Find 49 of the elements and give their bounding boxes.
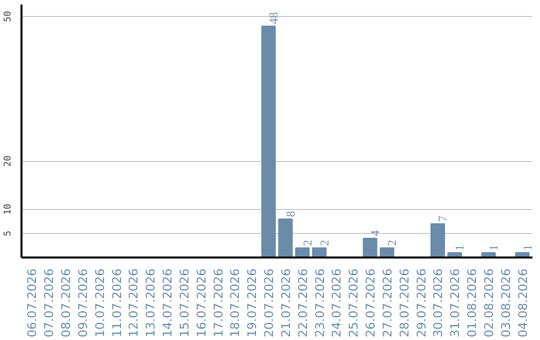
x-tick-label: 30.07.2026 — [431, 268, 446, 338]
x-tick-label: 15.07.2026 — [177, 268, 192, 338]
data-label: 8 — [283, 210, 298, 217]
data-label: 1 — [486, 244, 501, 251]
x-tick-label: 26.07.2026 — [364, 268, 378, 338]
bar — [430, 223, 446, 258]
data-label: 2 — [300, 240, 314, 246]
x-tick-label: 20.07.2026 — [262, 268, 276, 338]
x-tick-label: 14.07.2026 — [160, 268, 175, 338]
bar — [278, 218, 293, 258]
y-tick-label: 20 — [2, 155, 14, 167]
bar — [362, 238, 378, 258]
data-label: 48 — [266, 12, 281, 24]
x-tick-label: 07.07.2026 — [42, 268, 56, 338]
x-tick-label: 31.07.2026 — [448, 268, 462, 338]
x-tick-label: 21.07.2026 — [278, 268, 293, 338]
x-tick-label: 17.07.2026 — [211, 268, 226, 338]
bar — [261, 26, 276, 258]
x-tick-label: 06.07.2026 — [25, 268, 40, 338]
data-label: 1 — [452, 244, 467, 251]
x-tick-label: 27.07.2026 — [380, 268, 394, 338]
y-tick-label: 10 — [2, 203, 14, 215]
x-tick-label: 23.07.2026 — [312, 268, 327, 338]
x-tick-label: 13.07.2026 — [144, 268, 158, 338]
x-tick-label: 01.08.2026 — [465, 268, 480, 338]
x-tick-label: 22.07.2026 — [296, 268, 310, 338]
y-tick-label: 5 — [2, 230, 14, 236]
x-tick-label: 04.08.2026 — [516, 268, 530, 338]
x-tick-label: 24.07.2026 — [330, 268, 344, 338]
x-tick-label: 10.07.2026 — [92, 268, 107, 338]
x-tick-label: 11.07.2026 — [110, 268, 124, 338]
data-label: 2 — [317, 240, 332, 246]
x-tick-label: 08.07.2026 — [58, 268, 73, 338]
x-tick-label: 19.07.2026 — [245, 268, 260, 338]
y-tick-label: 50 — [2, 10, 14, 22]
data-label: 1 — [520, 244, 534, 251]
x-tick-label: 02.08.2026 — [482, 268, 496, 338]
x-tick-label: 28.07.2026 — [397, 268, 412, 338]
bar — [380, 247, 394, 258]
x-tick-label: 09.07.2026 — [76, 268, 90, 338]
x-tick-label: 16.07.2026 — [194, 268, 208, 338]
data-label: 2 — [384, 240, 399, 246]
data-label: 4 — [368, 230, 382, 236]
data-label: 7 — [436, 216, 450, 222]
x-tick-label: 25.07.2026 — [346, 268, 361, 338]
x-tick-label: 29.07.2026 — [414, 268, 428, 338]
x-tick-label: 18.07.2026 — [228, 268, 242, 338]
x-tick-label: 12.07.2026 — [126, 268, 141, 338]
x-tick-label: 03.08.2026 — [498, 268, 513, 338]
